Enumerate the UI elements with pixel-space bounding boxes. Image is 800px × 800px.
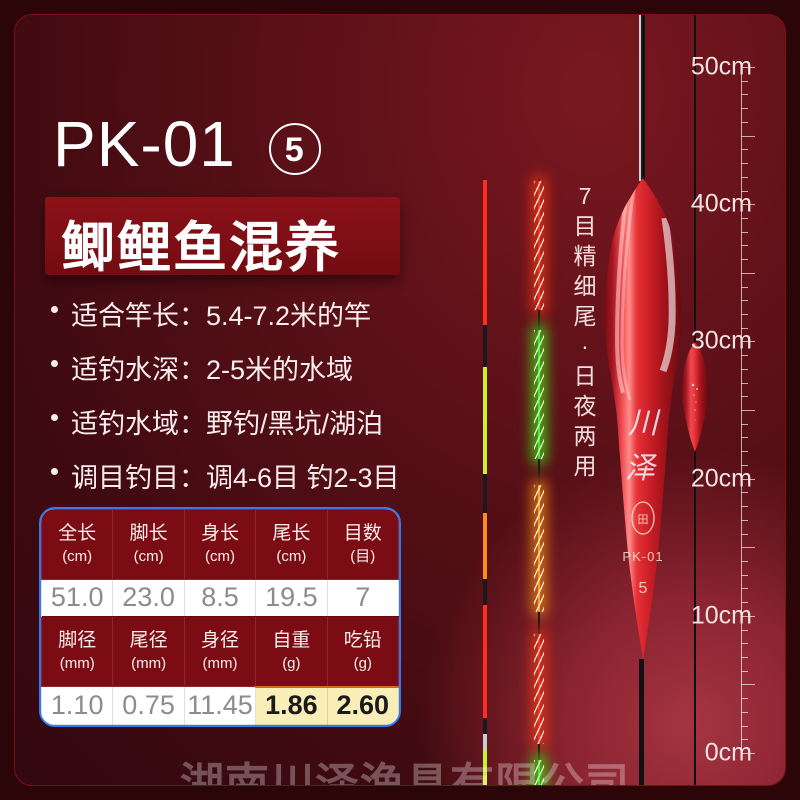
svg-text:田: 田 bbox=[638, 514, 649, 526]
svg-text:川: 川 bbox=[628, 407, 661, 440]
svg-text:5: 5 bbox=[639, 580, 648, 597]
svg-text:泽: 泽 bbox=[625, 452, 657, 485]
svg-text:PK-01: PK-01 bbox=[622, 549, 663, 564]
